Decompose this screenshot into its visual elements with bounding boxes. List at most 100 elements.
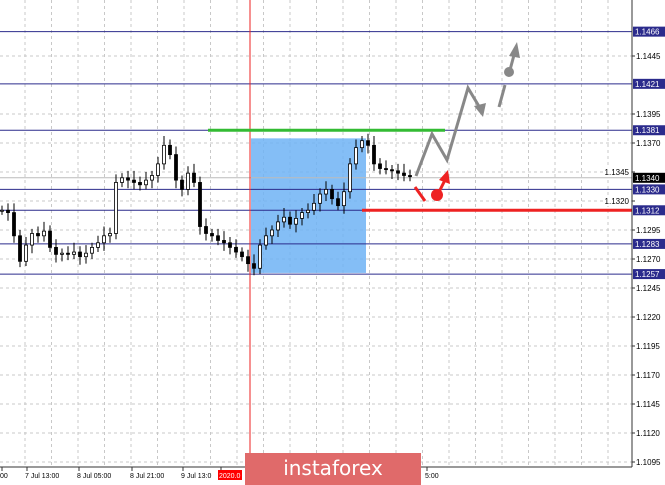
- y-tick-label: 1.1345: [605, 168, 630, 177]
- y-tick-label-bg: [604, 167, 631, 177]
- candle-body: [48, 230, 52, 248]
- x-tick-label: 5:00: [425, 473, 439, 480]
- candle-body: [360, 140, 364, 149]
- candle-body: [132, 179, 136, 183]
- candle-body: [192, 172, 196, 183]
- candle-body: [102, 235, 106, 244]
- candle-body: [6, 209, 10, 213]
- level-label-bg: [633, 184, 665, 195]
- x-tick-label: 00: [0, 473, 8, 480]
- candle-body: [168, 144, 172, 156]
- y-tick-label: 1.1270: [636, 255, 661, 264]
- candle-body: [144, 179, 148, 186]
- level-label-bg: [633, 205, 665, 216]
- level-label-bg: [633, 78, 665, 89]
- candle-body: [282, 216, 286, 223]
- y-tick-label: 1.1120: [636, 429, 660, 438]
- candle-body: [120, 177, 124, 183]
- candle-body: [336, 198, 340, 207]
- alt-arrow-shaft: [437, 179, 447, 193]
- candle-body: [234, 246, 238, 253]
- candle-body: [96, 242, 100, 248]
- y-tick-label: 1.1095: [636, 458, 661, 467]
- candle-body: [222, 240, 226, 244]
- y-tick-label: 1.1370: [636, 139, 661, 148]
- candle-body: [300, 212, 304, 219]
- level-label: 1.1257: [635, 270, 660, 279]
- y-tick-label: 1.1170: [636, 371, 660, 380]
- candle-body: [60, 252, 64, 255]
- candle-body: [396, 170, 400, 174]
- arrow-down-icon: [474, 103, 486, 117]
- candle-body: [384, 168, 388, 171]
- y-tick-label: 1.1245: [636, 284, 661, 293]
- candle-body: [54, 246, 58, 255]
- candle-body: [240, 251, 244, 258]
- candle-body: [210, 233, 214, 237]
- candle-body: [150, 175, 154, 181]
- candle-body: [390, 169, 394, 172]
- candle-body: [174, 154, 178, 181]
- level-label: 1.1312: [635, 206, 660, 215]
- candle-body: [78, 251, 82, 258]
- candle-body: [258, 244, 262, 269]
- candle-body: [108, 233, 112, 237]
- y-tick-label: 1.1395: [636, 110, 661, 119]
- x-tick-label: 9 Jul 13:0: [181, 473, 211, 480]
- candle-body: [186, 172, 190, 190]
- level-label: 1.1381: [635, 126, 660, 135]
- candle-body: [342, 191, 346, 207]
- level-label: 1.1283: [635, 240, 660, 249]
- x-tick-label: 7 Jul 13:00: [25, 473, 59, 480]
- current-time-label-bg: [218, 470, 242, 480]
- candle-body: [264, 235, 268, 246]
- arrow-up-icon: [439, 170, 450, 184]
- candle-body: [114, 182, 118, 234]
- y-tick-label: 1.1445: [636, 52, 661, 61]
- candle-body: [30, 233, 34, 246]
- forecast-path: [414, 84, 482, 177]
- candle-body: [348, 163, 352, 193]
- candle-body: [0, 209, 4, 212]
- candle-body: [66, 252, 70, 255]
- forecast-arrow-shaft: [508, 54, 516, 71]
- candle-body: [306, 209, 310, 213]
- candle-body: [318, 193, 322, 204]
- candle-body: [204, 226, 208, 234]
- candle-body: [402, 172, 406, 176]
- alt-forecast-dash: [413, 186, 427, 202]
- level-label: 1.1421: [635, 80, 660, 89]
- current-price-label-bg: [633, 172, 665, 183]
- candle-body: [276, 221, 280, 231]
- x-tick-label: 8 Jul 21:00: [130, 473, 164, 480]
- level-label: 1.1466: [635, 28, 660, 37]
- candle-body: [84, 252, 88, 258]
- current-price-label: 1.1340: [635, 174, 660, 183]
- y-tick-label: 1.1320: [605, 197, 630, 206]
- x-tick-label: 8 Jul 05:00: [77, 473, 111, 480]
- forecast-dash: [497, 84, 507, 108]
- candle-body: [366, 140, 370, 146]
- candle-body: [354, 147, 358, 165]
- candle-body: [138, 182, 142, 186]
- x-tick-label: 2020.0: [219, 473, 241, 480]
- candle-body: [18, 235, 22, 262]
- candle-body: [252, 263, 256, 269]
- arrow-up-icon: [509, 42, 520, 58]
- candle-body: [198, 182, 202, 227]
- candle-body: [162, 144, 166, 165]
- candle-body: [72, 251, 76, 255]
- level-label: 1.1330: [635, 185, 660, 194]
- candle-body: [408, 175, 412, 178]
- candle-body: [270, 229, 274, 237]
- candle-body: [12, 212, 16, 237]
- candle-body: [228, 242, 232, 248]
- y-tick-label-bg: [604, 196, 631, 206]
- candle-body: [246, 256, 250, 265]
- candle-body: [90, 246, 94, 254]
- candle-body: [180, 179, 184, 190]
- candle-body: [36, 233, 40, 237]
- candle-body: [294, 217, 298, 225]
